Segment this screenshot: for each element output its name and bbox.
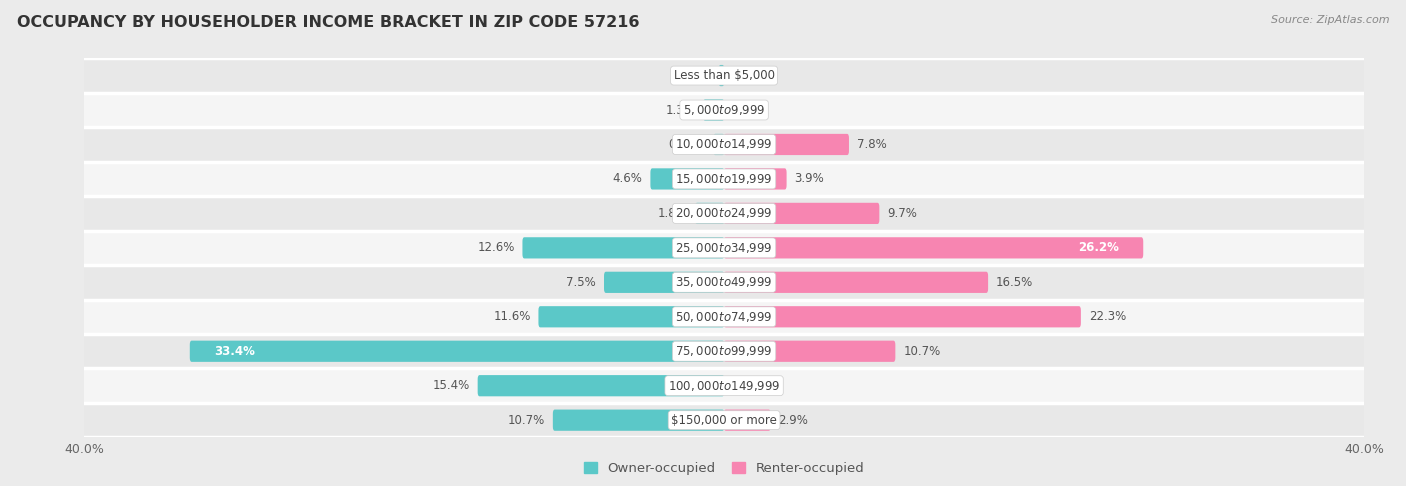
FancyBboxPatch shape	[695, 203, 724, 224]
Text: 12.6%: 12.6%	[477, 242, 515, 254]
Text: 3.9%: 3.9%	[794, 173, 824, 186]
Text: $150,000 or more: $150,000 or more	[671, 414, 778, 427]
Bar	[84, 196, 1364, 231]
Text: 0.0%: 0.0%	[733, 104, 762, 117]
Text: 9.7%: 9.7%	[887, 207, 917, 220]
FancyBboxPatch shape	[724, 134, 849, 155]
Text: $100,000 to $149,999: $100,000 to $149,999	[668, 379, 780, 393]
Text: 11.6%: 11.6%	[494, 310, 530, 323]
Text: 0.33%: 0.33%	[673, 69, 711, 82]
FancyBboxPatch shape	[190, 341, 724, 362]
Text: 0.0%: 0.0%	[733, 379, 762, 392]
FancyBboxPatch shape	[724, 168, 786, 190]
Bar	[84, 162, 1364, 196]
Text: $15,000 to $19,999: $15,000 to $19,999	[675, 172, 773, 186]
Text: $50,000 to $74,999: $50,000 to $74,999	[675, 310, 773, 324]
FancyBboxPatch shape	[724, 272, 988, 293]
Text: $5,000 to $9,999: $5,000 to $9,999	[683, 103, 765, 117]
Bar	[84, 231, 1364, 265]
Text: 1.8%: 1.8%	[658, 207, 688, 220]
FancyBboxPatch shape	[651, 168, 724, 190]
FancyBboxPatch shape	[724, 306, 1081, 328]
Text: OCCUPANCY BY HOUSEHOLDER INCOME BRACKET IN ZIP CODE 57216: OCCUPANCY BY HOUSEHOLDER INCOME BRACKET …	[17, 15, 640, 30]
Text: 16.5%: 16.5%	[995, 276, 1033, 289]
Text: 33.4%: 33.4%	[214, 345, 254, 358]
Text: 7.5%: 7.5%	[567, 276, 596, 289]
Text: 10.7%: 10.7%	[508, 414, 546, 427]
FancyBboxPatch shape	[538, 306, 724, 328]
FancyBboxPatch shape	[478, 375, 724, 396]
Text: $10,000 to $14,999: $10,000 to $14,999	[675, 138, 773, 152]
Bar	[84, 58, 1364, 93]
Bar	[84, 299, 1364, 334]
Bar	[84, 127, 1364, 162]
FancyBboxPatch shape	[523, 237, 724, 259]
Text: $25,000 to $34,999: $25,000 to $34,999	[675, 241, 773, 255]
Text: 10.7%: 10.7%	[903, 345, 941, 358]
Text: 0.66%: 0.66%	[668, 138, 706, 151]
FancyBboxPatch shape	[553, 410, 724, 431]
Text: 2.9%: 2.9%	[779, 414, 808, 427]
Bar	[84, 334, 1364, 368]
Bar	[84, 403, 1364, 437]
FancyBboxPatch shape	[724, 203, 879, 224]
Bar	[84, 93, 1364, 127]
Bar	[84, 368, 1364, 403]
FancyBboxPatch shape	[703, 100, 724, 121]
Text: 4.6%: 4.6%	[613, 173, 643, 186]
Text: 15.4%: 15.4%	[433, 379, 470, 392]
Legend: Owner-occupied, Renter-occupied: Owner-occupied, Renter-occupied	[579, 456, 869, 480]
FancyBboxPatch shape	[724, 410, 770, 431]
Text: Less than $5,000: Less than $5,000	[673, 69, 775, 82]
Text: $35,000 to $49,999: $35,000 to $49,999	[675, 276, 773, 289]
FancyBboxPatch shape	[713, 134, 724, 155]
Text: 0.0%: 0.0%	[733, 69, 762, 82]
Text: 7.8%: 7.8%	[856, 138, 887, 151]
Text: 1.3%: 1.3%	[665, 104, 696, 117]
FancyBboxPatch shape	[724, 341, 896, 362]
Bar	[84, 265, 1364, 299]
FancyBboxPatch shape	[718, 65, 724, 86]
FancyBboxPatch shape	[724, 237, 1143, 259]
FancyBboxPatch shape	[605, 272, 724, 293]
Text: 26.2%: 26.2%	[1078, 242, 1119, 254]
Text: 22.3%: 22.3%	[1088, 310, 1126, 323]
Text: $75,000 to $99,999: $75,000 to $99,999	[675, 344, 773, 358]
Text: Source: ZipAtlas.com: Source: ZipAtlas.com	[1271, 15, 1389, 25]
Text: $20,000 to $24,999: $20,000 to $24,999	[675, 207, 773, 220]
